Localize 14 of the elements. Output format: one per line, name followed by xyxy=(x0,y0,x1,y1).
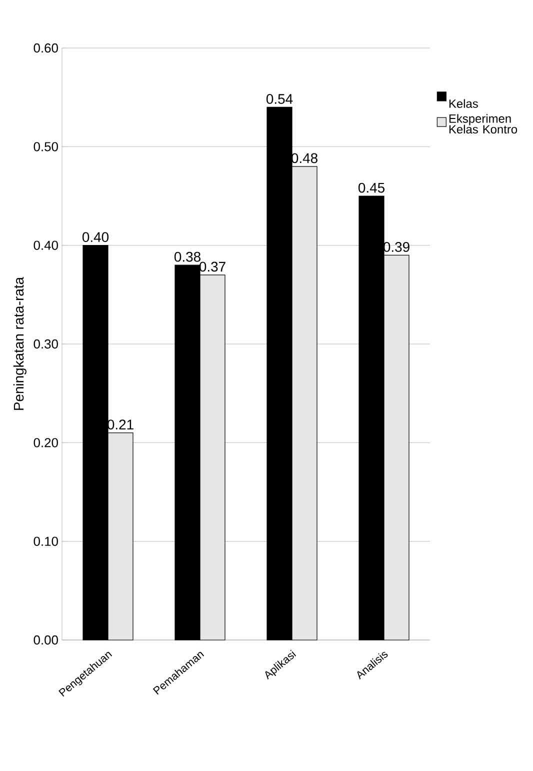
legend-label: Kelas Eksperimen xyxy=(449,99,511,126)
data-label: 0.45 xyxy=(358,182,384,193)
legend-label: Kelas Kontro xyxy=(449,124,518,134)
y-tick-label: 0.60 xyxy=(34,43,58,53)
data-label: 0.38 xyxy=(174,252,200,262)
data-label: 0.54 xyxy=(266,94,293,104)
y-tick-label: 0.20 xyxy=(34,438,58,448)
data-label: 0.40 xyxy=(82,232,109,242)
y-tick-label: 0.30 xyxy=(34,339,58,349)
y-tick-label: 0.40 xyxy=(34,240,58,250)
y-tick-label: 0.10 xyxy=(34,536,58,546)
y-tick-label: 0.50 xyxy=(34,142,58,152)
y-tick-label: 0.00 xyxy=(34,635,58,645)
y-axis-title: Peningkatan rata-rata xyxy=(13,276,26,410)
